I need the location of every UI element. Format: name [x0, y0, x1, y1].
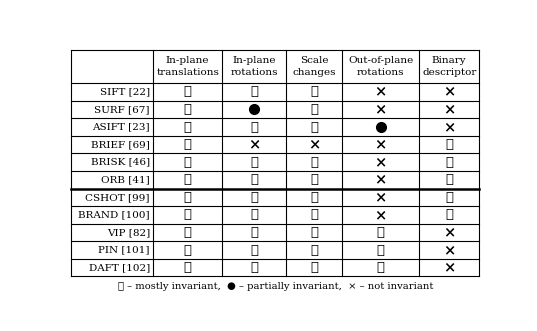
Text: DAFT [102]: DAFT [102] — [89, 263, 150, 272]
Text: PIN [101]: PIN [101] — [98, 246, 150, 255]
Text: ✓: ✓ — [310, 85, 318, 98]
Text: ✓: ✓ — [376, 226, 384, 239]
Text: ×: × — [374, 190, 387, 204]
Text: In-plane
translations: In-plane translations — [156, 56, 219, 76]
Text: ×: × — [443, 85, 455, 99]
Text: ×: × — [248, 138, 260, 152]
Text: ✓: ✓ — [445, 138, 453, 151]
Text: VIP [82]: VIP [82] — [107, 228, 150, 237]
Text: ✓: ✓ — [184, 261, 192, 274]
Text: ×: × — [443, 102, 455, 117]
Text: ×: × — [308, 138, 320, 152]
Text: SURF [67]: SURF [67] — [95, 105, 150, 114]
Text: ×: × — [443, 261, 455, 275]
Text: ✓: ✓ — [184, 173, 192, 186]
Text: BRIEF [69]: BRIEF [69] — [91, 140, 150, 149]
Text: ✓: ✓ — [310, 173, 318, 186]
Text: ✓: ✓ — [376, 244, 384, 257]
Text: ✓: ✓ — [250, 226, 258, 239]
Text: ✓: ✓ — [445, 156, 453, 169]
Text: ✓: ✓ — [445, 191, 453, 204]
Text: ×: × — [443, 225, 455, 240]
Text: ×: × — [374, 155, 387, 169]
Text: ×: × — [374, 173, 387, 187]
Text: ✓: ✓ — [376, 261, 384, 274]
Text: ✓: ✓ — [250, 191, 258, 204]
Text: ✓: ✓ — [250, 261, 258, 274]
Text: ✓: ✓ — [184, 85, 192, 98]
Text: Binary
descriptor: Binary descriptor — [422, 56, 476, 76]
Text: ✓: ✓ — [184, 209, 192, 221]
Text: ✓: ✓ — [184, 191, 192, 204]
Text: ✓: ✓ — [250, 209, 258, 221]
Text: In-plane
rotations: In-plane rotations — [230, 56, 278, 76]
Text: ✓: ✓ — [184, 156, 192, 169]
Text: SIFT [22]: SIFT [22] — [100, 87, 150, 96]
Text: ✓: ✓ — [445, 209, 453, 221]
Text: ×: × — [374, 85, 387, 99]
Text: ✓: ✓ — [250, 173, 258, 186]
Text: ✓: ✓ — [184, 120, 192, 133]
Text: ✓: ✓ — [310, 261, 318, 274]
Text: ×: × — [443, 120, 455, 134]
Text: ✓ – mostly invariant,  ● – partially invariant,  × – not invariant: ✓ – mostly invariant, ● – partially inva… — [118, 282, 433, 291]
Text: ✓: ✓ — [250, 244, 258, 257]
Text: ×: × — [374, 208, 387, 222]
Text: ✓: ✓ — [184, 226, 192, 239]
Text: ✓: ✓ — [184, 244, 192, 257]
Text: BRISK [46]: BRISK [46] — [91, 158, 150, 167]
Text: ✓: ✓ — [310, 120, 318, 133]
Text: ✓: ✓ — [184, 138, 192, 151]
Text: ORB [41]: ORB [41] — [101, 175, 150, 184]
Text: ✓: ✓ — [67, 282, 73, 291]
Text: ✓: ✓ — [250, 85, 258, 98]
Text: Out-of-plane
rotations: Out-of-plane rotations — [348, 56, 413, 76]
Text: BRAND [100]: BRAND [100] — [78, 211, 150, 219]
Text: ×: × — [374, 102, 387, 117]
Text: ✓: ✓ — [184, 103, 192, 116]
Text: ×: × — [374, 138, 387, 152]
Text: ASIFT [23]: ASIFT [23] — [92, 122, 150, 131]
Text: ✓: ✓ — [310, 103, 318, 116]
Text: ✓: ✓ — [310, 226, 318, 239]
Text: CSHOT [99]: CSHOT [99] — [85, 193, 150, 202]
Text: ✓: ✓ — [445, 173, 453, 186]
Text: ✓: ✓ — [310, 244, 318, 257]
Text: ✓: ✓ — [310, 191, 318, 204]
Text: ✓: ✓ — [250, 156, 258, 169]
Text: ✓: ✓ — [250, 120, 258, 133]
Text: ✓: ✓ — [310, 209, 318, 221]
Text: Scale
changes: Scale changes — [292, 56, 336, 76]
Text: ×: × — [443, 243, 455, 257]
Text: ✓: ✓ — [310, 156, 318, 169]
